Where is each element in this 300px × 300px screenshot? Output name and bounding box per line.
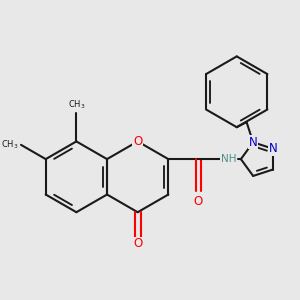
Text: O: O [133,135,142,148]
Text: N: N [249,136,257,149]
Text: NH: NH [221,154,236,164]
Text: CH$_3$: CH$_3$ [68,99,85,111]
Text: CH$_3$: CH$_3$ [1,139,19,151]
Text: N: N [268,142,277,155]
Text: O: O [133,237,142,250]
Text: O: O [194,195,203,208]
